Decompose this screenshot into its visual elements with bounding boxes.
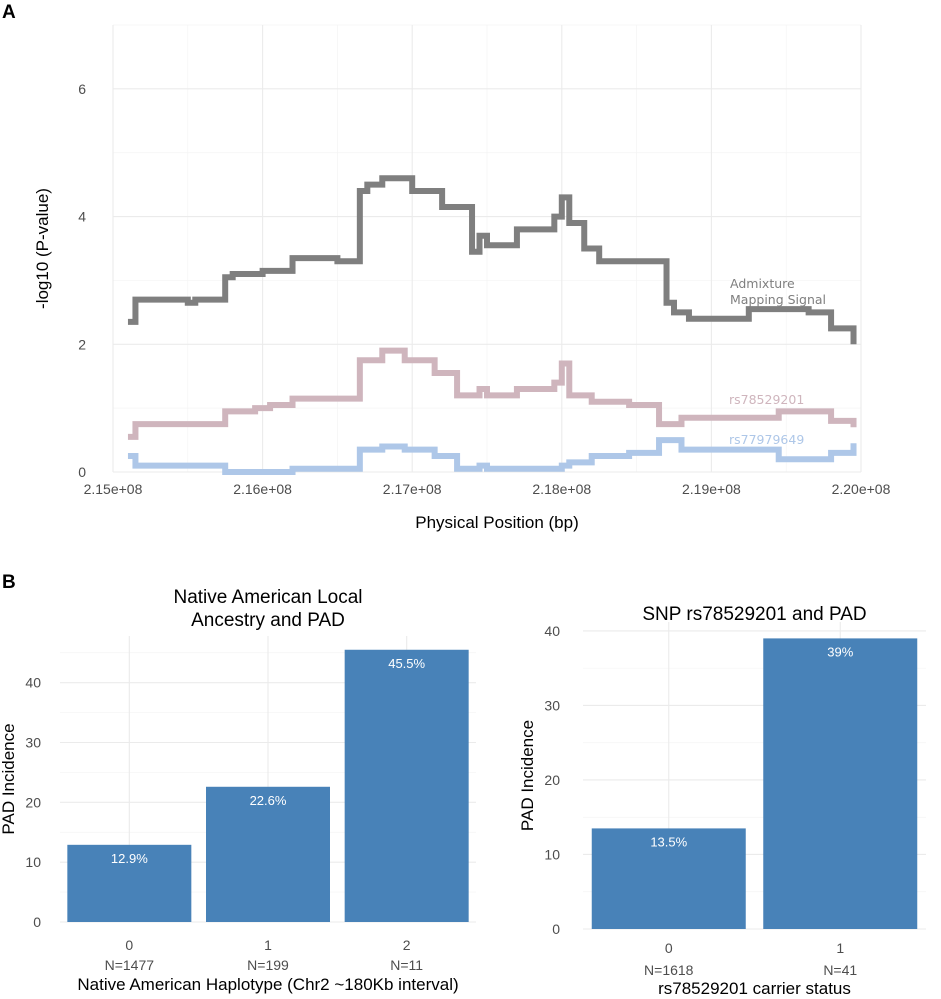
- y-tick-label: 40: [25, 675, 41, 691]
- bar-value-label: 22.6%: [250, 793, 287, 808]
- y-tick-label: 40: [544, 623, 560, 639]
- panel-b-letter: B: [2, 572, 16, 593]
- chart-title-line: Native American Local: [173, 587, 362, 608]
- bar-1: [763, 638, 918, 929]
- bar-1: [206, 786, 330, 922]
- x-axis-title: Physical Position (bp): [415, 513, 578, 532]
- admixture-line-chart: 2.15e+08 2.16e+08 2.17e+08 2.18e+08 2.19e+08…: [33, 24, 891, 532]
- y-axis-title: PAD Incidence: [518, 720, 537, 831]
- x-tick-label: 2.17e+08: [383, 481, 442, 497]
- y-tick-label: 30: [25, 735, 41, 751]
- y-tick-label: 2: [78, 336, 86, 352]
- x-tick-label: 0: [125, 937, 133, 953]
- x-sample-size-label: N=199: [247, 957, 289, 973]
- x-tick-label: 2.15e+08: [84, 481, 143, 497]
- series-line-rs78529201: [127, 347, 857, 440]
- x-sample-size-label: N=1477: [105, 957, 155, 973]
- bar-value-label: 13.5%: [650, 834, 687, 849]
- bar-value-label: 12.9%: [111, 851, 148, 866]
- x-tick-label: 1: [264, 937, 272, 953]
- x-tick-label: 2.16e+08: [233, 481, 292, 497]
- series-label-rs77979649: rs77979649: [729, 432, 804, 447]
- x-tick-label: 1: [836, 940, 844, 956]
- x-tick-label: 2.20e+08: [832, 481, 891, 497]
- y-tick-label: 0: [552, 921, 560, 937]
- chart-title-line: SNP rs78529201 and PAD: [642, 604, 866, 625]
- x-tick-label: 0: [665, 940, 673, 956]
- series-line-rs77979649: [127, 437, 857, 475]
- x-tick-label: 2.18e+08: [532, 481, 591, 497]
- bar-0: [591, 828, 746, 929]
- ancestry-bar-chart: 0 10 20 30 40 12.9% 0 N=1477 22.6% 1 N=199 45.5% 2 N=…: [0, 587, 476, 994]
- snp-bar-chart: 0 10 20 30 40 13.5% 0 N=1618 39% 1 N=41 SNP rs78529…: [518, 604, 926, 998]
- x-sample-size-label: N=1618: [644, 962, 694, 978]
- x-axis-title: Native American Haplotype (Chr2 ~180Kb i…: [77, 975, 458, 994]
- x-tick-label: 2: [403, 937, 411, 953]
- panel-a-letter: A: [2, 2, 16, 23]
- y-tick-label: 4: [78, 209, 86, 225]
- y-tick-label: 20: [25, 794, 41, 810]
- bar-2: [344, 649, 469, 922]
- y-axis-title: PAD Incidence: [0, 723, 18, 834]
- series-label-rs78529201: rs78529201: [729, 392, 804, 407]
- y-axis-title: -log10 (P-value): [33, 188, 52, 309]
- chart-title-line: Ancestry and PAD: [191, 610, 345, 631]
- y-tick-label: 0: [78, 464, 86, 480]
- x-axis-title: rs78529201 carrier status: [658, 979, 851, 998]
- y-tick-label: 0: [33, 914, 41, 930]
- x-sample-size-label: N=11: [390, 957, 423, 973]
- bar-value-label: 39%: [827, 644, 853, 659]
- x-sample-size-label: N=41: [823, 962, 857, 978]
- bar-0: [67, 844, 192, 922]
- series-label-admixture-line-2: Mapping Signal: [730, 292, 826, 307]
- y-tick-label: 10: [25, 854, 41, 870]
- y-tick-label: 20: [544, 772, 560, 788]
- y-tick-label: 30: [544, 697, 560, 713]
- series-label-admixture-line-1: Admixture: [730, 276, 795, 291]
- y-tick-label: 10: [544, 846, 560, 862]
- x-tick-label: 2.19e+08: [682, 481, 741, 497]
- bar-value-label: 45.5%: [388, 656, 425, 671]
- y-tick-label: 6: [78, 81, 86, 97]
- series-line-admixture-mapping-signal: [127, 175, 857, 345]
